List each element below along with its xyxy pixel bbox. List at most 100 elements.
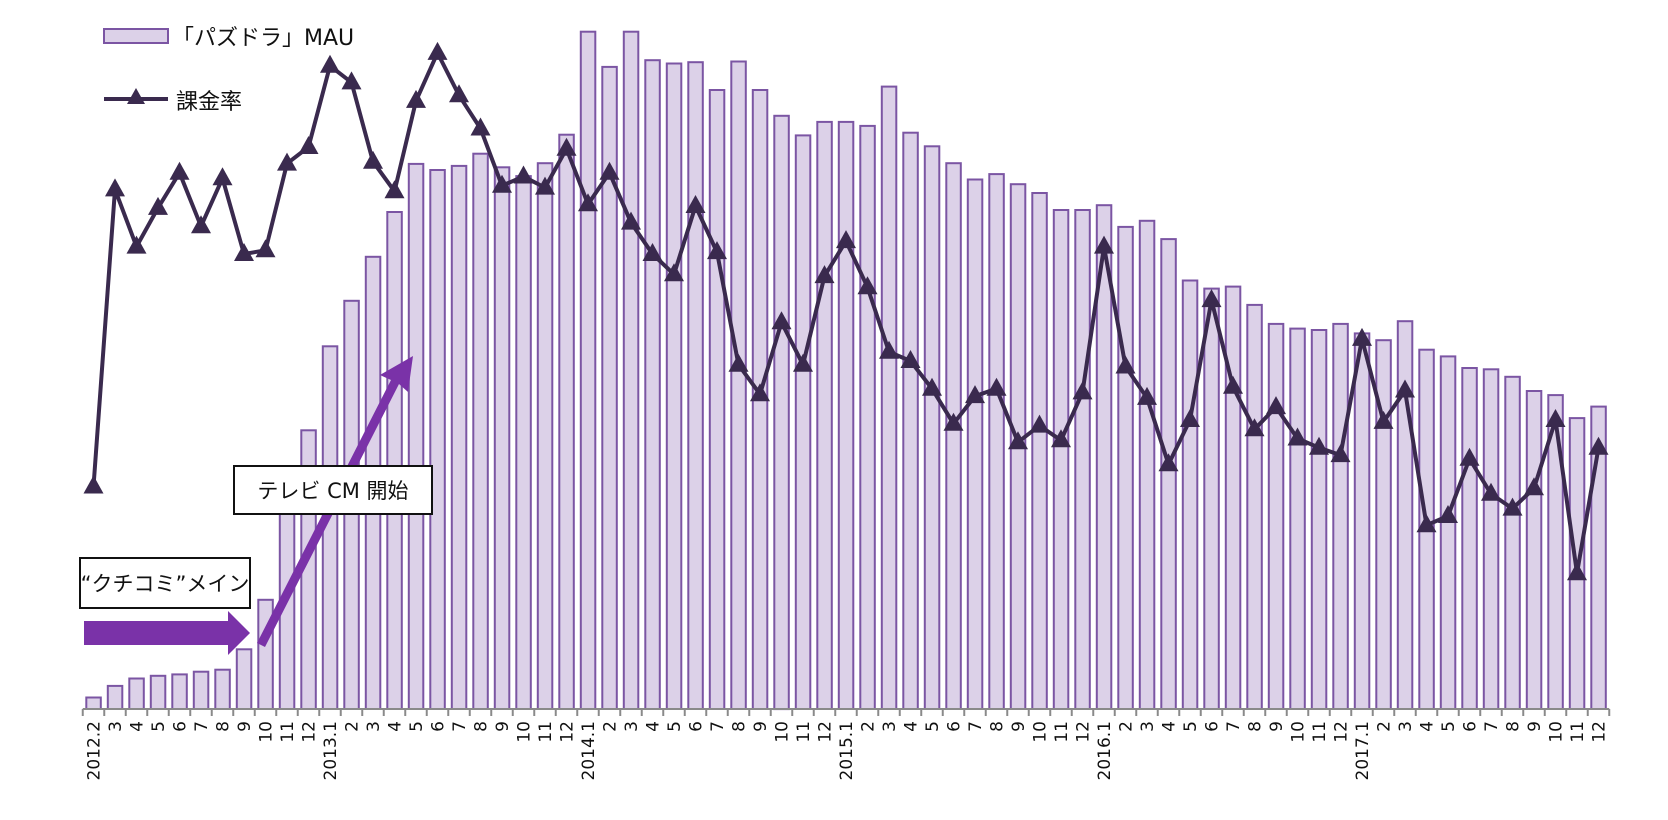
billing-rate-marker (621, 211, 641, 230)
x-tick-label: 4 (1160, 721, 1180, 732)
mau-bar (149, 674, 167, 710)
billing-rate-marker (1395, 379, 1415, 398)
mau-bar (472, 152, 489, 710)
legend-bar-swatch (103, 28, 169, 44)
billing-rate-marker (1330, 444, 1351, 463)
x-tick-label: 2 (343, 721, 363, 732)
billing-rate-marker (298, 136, 319, 154)
x-tick-label: 12 (300, 721, 320, 743)
mau-bar (579, 30, 597, 710)
billing-rate-marker (793, 353, 813, 372)
mau-bar (966, 178, 984, 710)
legend-triangle-marker (127, 88, 145, 104)
billing-rate-marker (707, 241, 727, 260)
billing-rate-marker (986, 377, 1007, 396)
x-tick-label: 5 (407, 721, 427, 732)
mau-bar (1160, 238, 1177, 710)
x-tick-label: 7 (450, 721, 470, 732)
billing-rate-marker (857, 276, 878, 295)
x-tick-label: 6 (171, 721, 191, 732)
legend-label-rate: 課金率 (176, 90, 242, 115)
x-axis: 2012.2 3 4 5 6 7 8 9 10 11 12 2013.1 2 3 4 5 6 7 8 9 10 11 12 2… (81, 708, 1611, 780)
billing-rate-marker (814, 265, 835, 284)
x-tick-label: 5 (1439, 721, 1459, 732)
mau-bar (1482, 368, 1500, 710)
x-tick-label: 4 (1418, 721, 1438, 732)
billing-rate-series (83, 41, 1609, 581)
billing-rate-marker (513, 165, 534, 184)
x-tick-label: 12 (816, 721, 836, 743)
x-tick-label: 8 (1504, 721, 1524, 732)
billing-rate-marker (664, 263, 684, 282)
billing-rate-marker (685, 195, 706, 213)
mau-bar (1461, 367, 1478, 710)
billing-rate-marker (578, 193, 598, 212)
mau-bar (902, 131, 919, 710)
x-tick-label: 6 (1461, 721, 1481, 732)
billing-rate-marker (1545, 409, 1566, 427)
mau-bar (235, 648, 253, 710)
billing-rate-marker (1287, 427, 1308, 446)
x-tick-label: 12 (1590, 721, 1610, 743)
x-tick-label: 8 (730, 721, 750, 732)
x-tick-label: 9 (1525, 721, 1545, 732)
x-tick-label: 8 (214, 721, 234, 732)
billing-rate-marker (1008, 431, 1028, 450)
mau-bar (687, 61, 704, 710)
x-tick-label: 12 (1074, 721, 1094, 743)
x-tick-label: 11 (1310, 721, 1330, 743)
x-tick-label: 6 (945, 721, 965, 732)
mau-bar (106, 684, 124, 711)
billing-rate-marker (234, 243, 254, 261)
billing-rate-marker (1094, 235, 1114, 254)
x-tick-label: 9 (235, 721, 255, 732)
x-tick-label: 11 (794, 721, 814, 743)
mau-bar (644, 59, 661, 710)
x-tick-label: 8 (1246, 721, 1266, 732)
x-tick-label: 4 (128, 721, 148, 732)
mau-bar (859, 124, 876, 710)
mau-bar (1396, 320, 1414, 710)
mau-bar (1203, 287, 1220, 710)
mau-bar (1504, 375, 1521, 710)
x-tick-label: 4 (386, 721, 406, 732)
callout-box-kuchikomi (79, 557, 251, 609)
x-tick-label: 3 (1138, 721, 1158, 732)
billing-rate-marker (879, 340, 899, 359)
billing-rate-marker (750, 383, 770, 402)
billing-rate-marker (1115, 355, 1136, 374)
billing-rate-marker (1223, 375, 1243, 394)
x-tick-label: 5 (923, 721, 943, 732)
callout-tv-cm: テレビ CM 開始 (257, 479, 408, 503)
x-tick-label: 4 (902, 721, 922, 732)
billing-rate-marker (599, 161, 620, 180)
x-tick-label: 5 (149, 721, 169, 732)
x-tick-label: 11 (1052, 721, 1072, 743)
x-tick-label: 8 (988, 721, 1008, 732)
billing-rate-marker (169, 161, 190, 180)
mau-bar (1138, 219, 1156, 711)
mau-bar (923, 145, 941, 711)
billing-rate-marker (771, 311, 792, 330)
mau-bar (945, 162, 962, 710)
billing-rate-marker (1352, 327, 1372, 346)
mau-bar (708, 89, 726, 710)
billing-rate-marker (212, 167, 233, 186)
mau-bar (837, 120, 855, 710)
billing-rate-marker (1201, 289, 1222, 308)
mau-bar (450, 164, 468, 710)
x-tick-label: 5 (1181, 721, 1201, 732)
billing-rate-marker (277, 152, 297, 171)
mau-bar (386, 211, 403, 710)
mau-bar (558, 133, 575, 710)
x-tick-label: 2013.1 (321, 721, 341, 780)
mau-bar (1332, 322, 1349, 710)
x-tick-label: 2015.1 (837, 721, 857, 780)
billing-rate-marker (363, 150, 383, 169)
mau-bars (85, 30, 1607, 711)
mau-bar (515, 175, 532, 711)
billing-rate-marker (836, 230, 856, 249)
mau-bar (1439, 355, 1457, 710)
x-tick-label: 10 (1031, 721, 1051, 743)
callout-kuchikomi: “クチコミ”メイン (81, 572, 250, 596)
